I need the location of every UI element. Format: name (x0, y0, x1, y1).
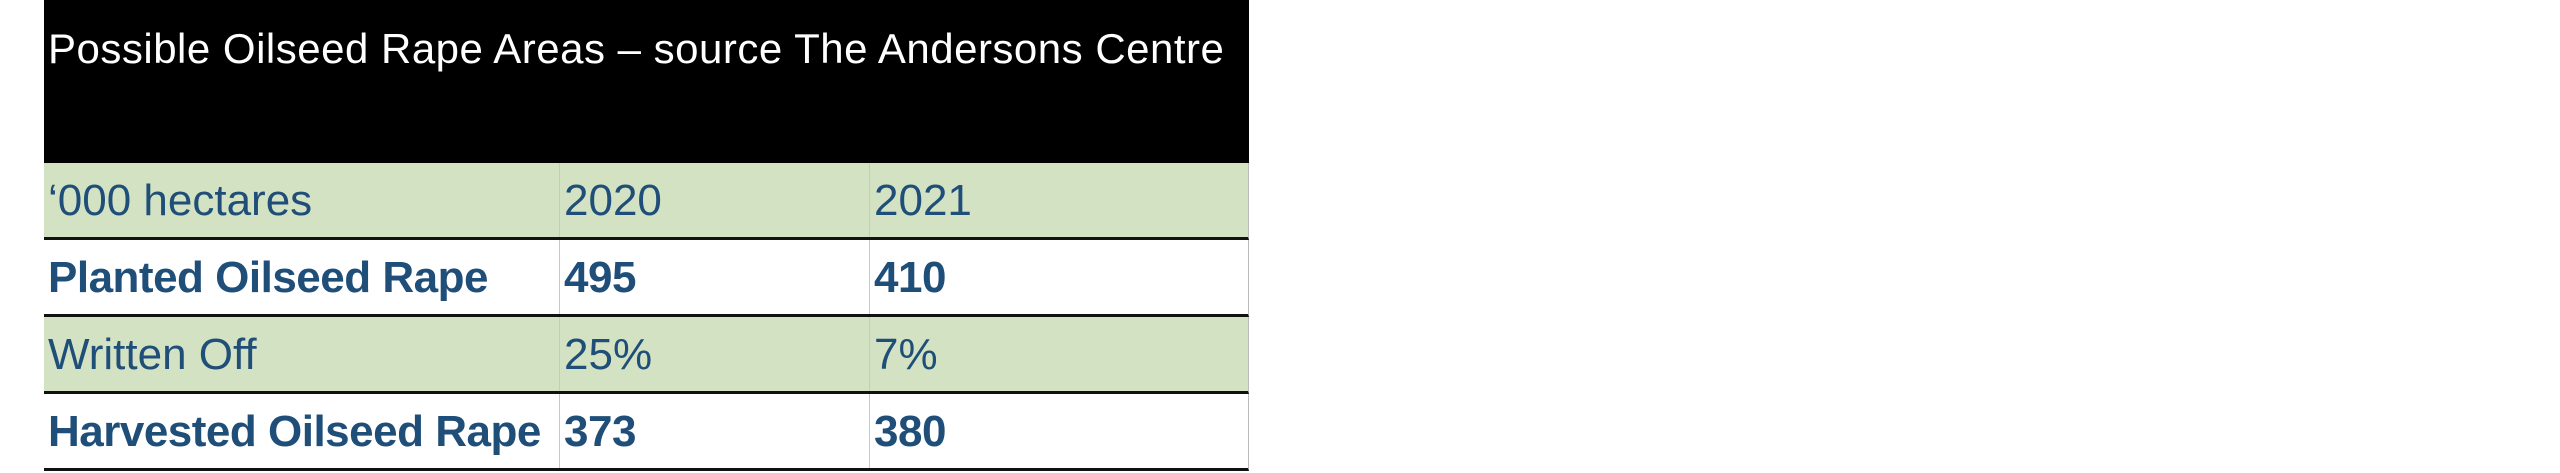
table-row: Planted Oilseed Rape 495 410 (44, 240, 1249, 317)
header-unit: ‘000 hectares (44, 163, 560, 237)
row-label: Written Off (44, 317, 560, 391)
row-label: Planted Oilseed Rape (44, 240, 560, 314)
row-label: Harvested Oilseed Rape (44, 394, 560, 468)
oilseed-rape-table: Possible Oilseed Rape Areas – source The… (44, 0, 1249, 471)
value-2021: 7% (874, 330, 938, 379)
value-2021: 380 (874, 407, 946, 456)
value-2021: 410 (874, 253, 946, 302)
table-row: Written Off 25% 7% (44, 317, 1249, 394)
header-2020: 2020 (560, 163, 870, 237)
value-2020: 495 (560, 240, 870, 314)
header-2021: 2021 (874, 176, 972, 225)
header-row: ‘000 hectares 2020 2021 (44, 163, 1249, 240)
table-row: Harvested Oilseed Rape 373 380 (44, 394, 1249, 471)
value-2020: 373 (560, 394, 870, 468)
value-2020: 25% (560, 317, 870, 391)
table-title: Possible Oilseed Rape Areas – source The… (44, 0, 1249, 163)
